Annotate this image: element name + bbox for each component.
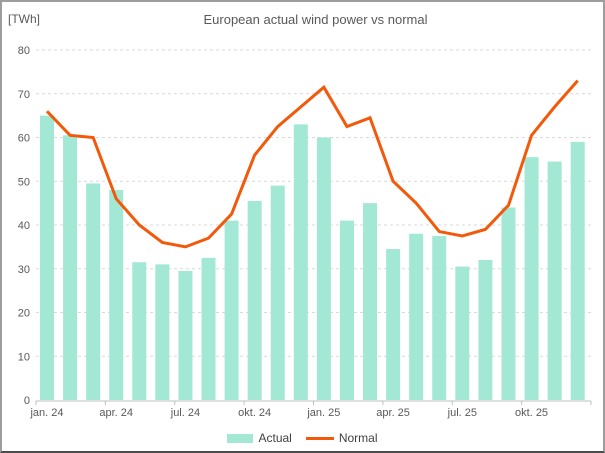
bar-sep. 25 xyxy=(501,207,516,400)
x-tick-label-jan. 24: jan. 24 xyxy=(29,407,63,419)
bar-mar. 25 xyxy=(363,203,378,400)
bar-feb. 25 xyxy=(339,220,354,400)
bar-aug. 25 xyxy=(478,260,493,400)
legend-item-actual: Actual xyxy=(227,431,292,445)
x-tick-label-okt. 24: okt. 24 xyxy=(238,407,271,419)
bar-mai. 25 xyxy=(409,233,424,400)
bar-jan. 24 xyxy=(40,115,54,400)
y-tick-label-60: 60 xyxy=(18,133,30,145)
y-tick-label-40: 40 xyxy=(18,220,30,232)
chart-title: European actual wind power vs normal xyxy=(203,12,428,27)
x-tick-label-jan. 25: jan. 25 xyxy=(306,407,340,419)
x-tick-label-apr. 25: apr. 25 xyxy=(376,407,410,419)
x-tick-label-jul. 25: jul. 25 xyxy=(447,407,477,419)
bar-des. 25 xyxy=(570,141,585,400)
bar-mar. 24 xyxy=(86,183,101,400)
legend-item-normal: Normal xyxy=(305,431,378,445)
legend-normal-label: Normal xyxy=(338,431,378,445)
bar-okt. 25 xyxy=(524,157,539,400)
bar-nov. 24 xyxy=(270,185,285,400)
normal-line xyxy=(45,79,579,249)
y-axis-unit-label: [TWh] xyxy=(8,12,40,26)
x-tick-label-okt. 25: okt. 25 xyxy=(515,407,548,419)
actual-bar-swatch xyxy=(227,433,254,443)
bar-apr. 25 xyxy=(386,249,401,400)
y-tick-label-0: 0 xyxy=(24,395,30,407)
bar-des. 24 xyxy=(293,124,308,400)
bar-mai. 24 xyxy=(132,262,147,400)
y-tick-label-50: 50 xyxy=(18,176,30,188)
bar-nov. 25 xyxy=(547,161,562,400)
normal-line-swatch xyxy=(305,436,334,440)
bar-jun. 24 xyxy=(155,264,170,400)
y-tick-label-10: 10 xyxy=(18,351,30,363)
bar-jul. 24 xyxy=(178,270,193,400)
bar-sep. 24 xyxy=(224,220,239,400)
x-tick-label-apr. 24: apr. 24 xyxy=(99,407,133,419)
bar-aug. 24 xyxy=(201,257,216,400)
bar-feb. 24 xyxy=(63,135,78,400)
y-tick-label-80: 80 xyxy=(18,45,30,57)
bar-okt. 24 xyxy=(247,200,262,400)
legend-actual-label: Actual xyxy=(258,431,292,445)
x-tick-label-jul. 24: jul. 24 xyxy=(170,407,200,419)
bar-jun. 25 xyxy=(432,235,447,400)
bar-jul. 25 xyxy=(455,266,470,400)
bar-apr. 24 xyxy=(109,190,124,400)
bar-jan. 25 xyxy=(316,137,331,400)
y-tick-label-30: 30 xyxy=(18,264,30,276)
y-tick-label-70: 70 xyxy=(18,89,30,101)
y-tick-label-20: 20 xyxy=(18,308,30,320)
chart-legend: Actual Normal xyxy=(2,431,603,445)
